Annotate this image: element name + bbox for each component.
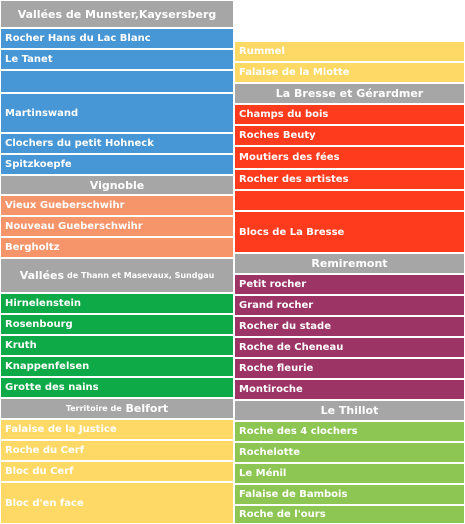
- header-thann-prefix: Vallées: [19, 269, 65, 282]
- header-bresse: La Bresse et Gérardmer: [234, 83, 465, 104]
- cell-clochers: Clochers du petit Hohneck: [0, 133, 234, 154]
- cell-bergholtz: Bergholtz: [0, 237, 234, 258]
- cell-bloc-en-face: Bloc d'en face: [0, 482, 234, 524]
- cell-nouveau-gueberschwihr: Nouveau Gueberschwihr: [0, 216, 234, 237]
- cell-hirnelenstein: Hirnelenstein: [0, 293, 234, 314]
- header-belfort-prefix: Territoire de: [65, 404, 122, 413]
- cell-blocs-la-bresse: Blocs de La Bresse: [234, 211, 465, 253]
- cell-empty-blue: [0, 70, 234, 93]
- header-thann-rest: de Thann et Masevaux, Sundgau: [67, 271, 215, 280]
- cell-roche-fleurie: Roche fleurie: [234, 358, 465, 379]
- cell-martinswand: Martinswand: [0, 93, 234, 133]
- cell-roche-de-cheneau: Roche de Cheneau: [234, 337, 465, 358]
- cell-petit-rocher: Petit rocher: [234, 274, 465, 295]
- cell-roches-beuty: Roches Beuty: [234, 125, 465, 146]
- cell-rocher-hans: Rocher Hans du Lac Blanc: [0, 28, 234, 49]
- cell-empty-red: [234, 190, 465, 211]
- cell-falaise-miotte: Falaise de la Miotte: [234, 62, 465, 83]
- header-munster: Vallées de Munster,Kaysersberg: [0, 0, 234, 28]
- cell-rosenbourg: Rosenbourg: [0, 314, 234, 335]
- cell-rummel: Rummel: [234, 41, 465, 62]
- cell-grotte-des-nains: Grotte des nains: [0, 377, 234, 398]
- cell-roche-4-clochers: Roche des 4 clochers: [234, 421, 465, 442]
- header-remiremont: Remiremont: [234, 253, 465, 274]
- cell-kruth: Kruth: [0, 335, 234, 356]
- cell-falaise-justice: Falaise de la Justice: [0, 419, 234, 440]
- cell-moutiers-des-fees: Moutiers des fées: [234, 146, 465, 169]
- cell-grand-rocher: Grand rocher: [234, 295, 465, 316]
- cell-spitzkoepfe: Spitzkoepfe: [0, 154, 234, 175]
- cell-le-tanet: Le Tanet: [0, 49, 234, 70]
- cell-rochelotte: Rochelotte: [234, 442, 465, 463]
- cell-montiroche: Montiroche: [234, 379, 465, 400]
- cell-roche-de-lours: Roche de l'ours: [234, 505, 465, 524]
- header-thillot: Le Thillot: [234, 400, 465, 421]
- header-vignoble: Vignoble: [0, 175, 234, 195]
- cell-knappenfelsen: Knappenfelsen: [0, 356, 234, 377]
- cell-rocher-du-stade: Rocher du stade: [234, 316, 465, 337]
- cell-falaise-bambois: Falaise de Bambois: [234, 484, 465, 505]
- cell-champs-du-bois: Champs du bois: [234, 104, 465, 125]
- header-belfort: Territoire de Belfort: [0, 398, 234, 419]
- cell-roche-du-cerf: Roche du Cerf: [0, 440, 234, 461]
- cell-le-menil: Le Ménil: [234, 463, 465, 484]
- cell-bloc-du-cerf: Bloc du Cerf: [0, 461, 234, 482]
- cell-rocher-des-artistes: Rocher des artistes: [234, 169, 465, 190]
- header-thann: Vallées de Thann et Masevaux, Sundgau: [0, 258, 234, 293]
- header-belfort-rest: Belfort: [125, 402, 169, 415]
- cell-vieux-gueberschwihr: Vieux Gueberschwihr: [0, 195, 234, 216]
